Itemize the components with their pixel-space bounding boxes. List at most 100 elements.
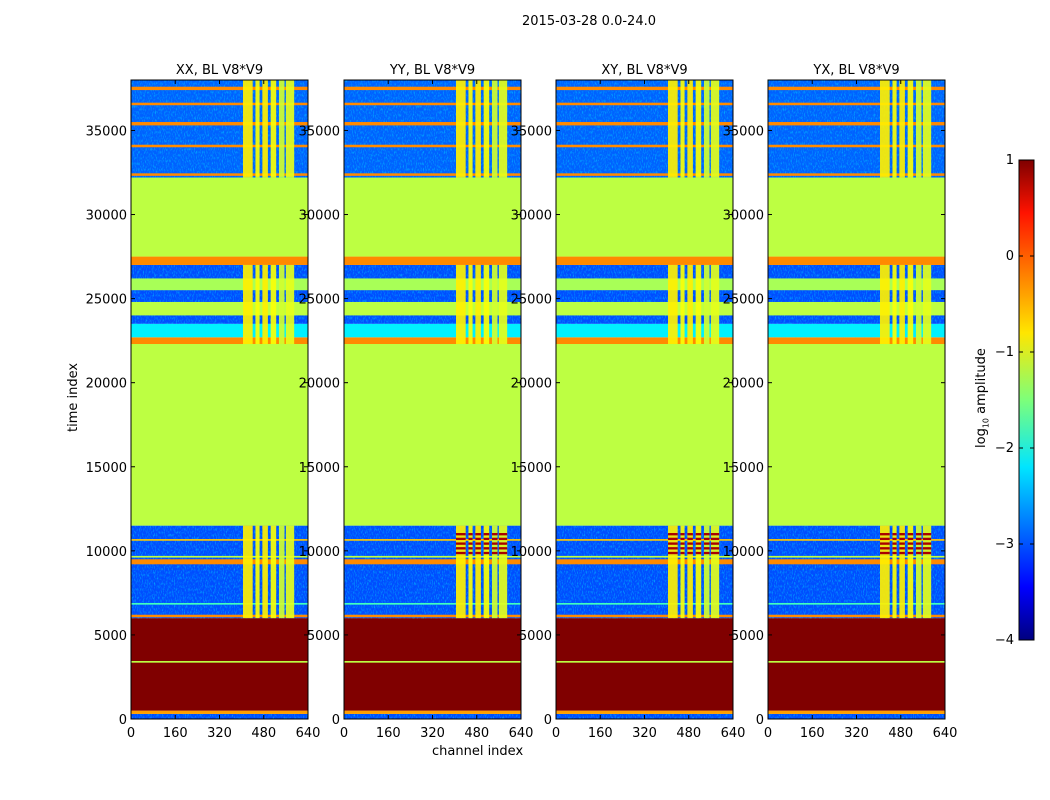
- hot-cell: [695, 547, 702, 550]
- y-tick-label: 15000: [86, 461, 127, 476]
- hot-cell: [880, 551, 890, 555]
- hot-cell: [892, 542, 897, 545]
- colorbar-label-sub: 10: [981, 417, 991, 429]
- channel-stripe: [915, 264, 922, 345]
- hot-cell: [456, 551, 466, 555]
- hot-cell: [475, 542, 481, 545]
- x-tick-label: 160: [588, 726, 613, 741]
- colorbar-label: log10 amplitude: [974, 348, 991, 448]
- heatmap-band: [768, 344, 945, 526]
- hot-cell: [703, 533, 710, 536]
- x-tick-label: 0: [340, 726, 348, 741]
- heatmap-band: [131, 614, 308, 618]
- channel-stripe: [668, 525, 678, 619]
- hot-cell: [468, 537, 473, 541]
- y-tick-label: 35000: [299, 124, 340, 139]
- y-tick-label: 25000: [511, 293, 552, 308]
- heatmap-band: [344, 710, 521, 714]
- channel-stripe: [703, 264, 710, 345]
- hot-cell: [915, 533, 922, 536]
- hot-cell: [907, 533, 914, 536]
- channel-stripe: [892, 264, 897, 345]
- hot-cell: [468, 547, 473, 550]
- hot-cell: [703, 551, 710, 555]
- channel-stripe: [880, 80, 890, 178]
- hot-cell: [668, 547, 678, 550]
- channel-stripe: [922, 525, 932, 619]
- channel-stripe: [680, 264, 685, 345]
- hot-cell: [899, 547, 905, 550]
- heatmap-band: [344, 344, 521, 526]
- heatmap-band: [131, 122, 308, 126]
- channel-stripe: [468, 80, 473, 178]
- hot-cell: [907, 542, 914, 545]
- hot-cell: [483, 551, 490, 555]
- heatmap-band: [556, 660, 733, 663]
- hot-cell: [899, 542, 905, 545]
- heatmap-band: [768, 559, 945, 565]
- y-tick-label: 15000: [299, 461, 340, 476]
- heatmap-band: [131, 173, 308, 176]
- channel-stripe: [907, 80, 914, 178]
- x-tick-label: 160: [163, 726, 188, 741]
- hot-cell: [922, 533, 932, 536]
- heatmap-band: [556, 144, 733, 148]
- hot-cell: [668, 551, 678, 555]
- noise-texture: [768, 525, 945, 619]
- noise-texture: [344, 80, 521, 178]
- hot-cell: [915, 547, 922, 550]
- hot-cell: [892, 547, 897, 550]
- channel-stripe: [475, 264, 481, 345]
- channel-stripe: [880, 264, 890, 345]
- channel-stripe: [710, 264, 720, 345]
- colorbar-tick-label: −3: [995, 537, 1014, 552]
- channel-stripe: [687, 525, 693, 619]
- hot-cell: [687, 542, 693, 545]
- heatmap-band: [768, 173, 945, 176]
- colorbar-tick-label: −1: [995, 345, 1014, 360]
- x-tick-label: 480: [676, 726, 701, 741]
- channel-stripe: [255, 525, 260, 619]
- colorbar: 1 0 −1 −2 −3 −4: [995, 153, 1035, 648]
- heatmap-band: [344, 555, 521, 558]
- channel-stripe: [468, 525, 473, 619]
- channel-stripe: [703, 80, 710, 178]
- hot-cell: [483, 537, 490, 541]
- y-tick-label: 30000: [86, 209, 127, 224]
- hot-cell: [892, 533, 897, 536]
- channel-stripe: [695, 525, 702, 619]
- x-tick-label: 640: [933, 726, 958, 741]
- panel-0: XX, BL V8*V9 0 160 320 480 640 0 5000 10000 15000…: [86, 63, 321, 741]
- hot-cell: [491, 537, 498, 541]
- noise-texture: [556, 80, 733, 178]
- hot-cell: [456, 547, 466, 550]
- heatmap: [131, 80, 308, 719]
- y-tick-label: 25000: [299, 293, 340, 308]
- hot-cell: [880, 537, 890, 541]
- heatmap-band: [556, 122, 733, 126]
- channel-stripe: [483, 264, 490, 345]
- hot-cell: [687, 551, 693, 555]
- heatmap-band: [344, 539, 521, 541]
- channel-stripe: [255, 80, 260, 178]
- heatmap-band: [131, 86, 308, 91]
- x-axis-label: channel index: [432, 744, 524, 759]
- colorbar-tick-label: 0: [1006, 249, 1014, 264]
- channel-stripe: [278, 264, 285, 345]
- channel-stripe: [899, 264, 905, 345]
- heatmap-band: [344, 256, 521, 265]
- y-tick-label: 10000: [86, 545, 127, 560]
- heatmap-band: [768, 256, 945, 265]
- heatmap-band: [556, 256, 733, 265]
- heatmap-band: [556, 555, 733, 558]
- heatmap-band: [344, 122, 521, 126]
- hot-cell: [922, 551, 932, 555]
- y-tick-label: 0: [119, 713, 127, 728]
- hot-cell: [483, 547, 490, 550]
- channel-stripe: [899, 525, 905, 619]
- channel-stripe: [491, 525, 498, 619]
- hot-cell: [498, 537, 508, 541]
- x-tick-label: 320: [632, 726, 657, 741]
- hot-cell: [491, 533, 498, 536]
